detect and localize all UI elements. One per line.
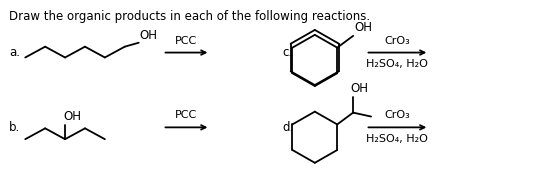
Text: CrO₃: CrO₃ — [385, 36, 410, 46]
Text: OH: OH — [140, 29, 158, 42]
Text: a.: a. — [10, 46, 20, 59]
Text: PCC: PCC — [176, 111, 197, 121]
Text: OH: OH — [354, 21, 372, 34]
Text: Draw the organic products in each of the following reactions.: Draw the organic products in each of the… — [10, 10, 371, 23]
Text: b.: b. — [10, 121, 21, 134]
Text: d.: d. — [282, 121, 293, 134]
Text: OH: OH — [63, 110, 81, 123]
Text: c.: c. — [282, 46, 292, 59]
Text: OH: OH — [350, 82, 368, 95]
Text: PCC: PCC — [176, 36, 197, 46]
Text: H₂SO₄, H₂O: H₂SO₄, H₂O — [367, 134, 428, 144]
Text: CrO₃: CrO₃ — [385, 111, 410, 121]
Text: H₂SO₄, H₂O: H₂SO₄, H₂O — [367, 59, 428, 70]
